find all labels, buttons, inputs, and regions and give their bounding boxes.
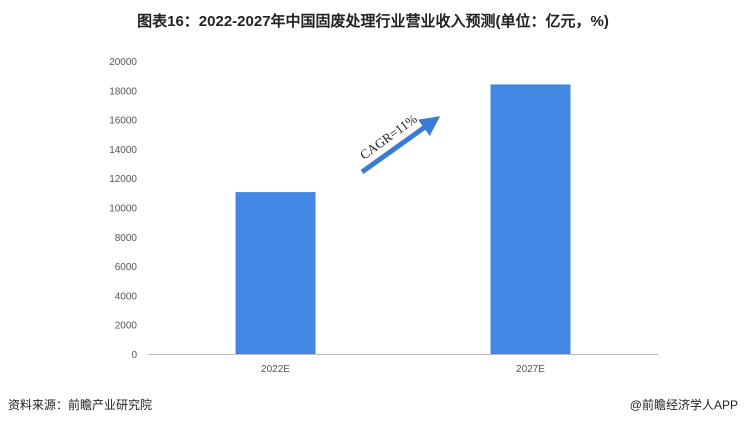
- brand-credit: @前瞻经济学人APP: [629, 398, 738, 412]
- x-tick-label: 2022E: [261, 364, 290, 375]
- y-tick-label: 0: [131, 350, 137, 361]
- y-tick-label: 18000: [109, 86, 137, 97]
- source-note: 资料来源：前瞻产业研究院: [8, 398, 153, 412]
- y-tick-label: 12000: [109, 174, 137, 185]
- y-tick-label: 20000: [109, 57, 137, 68]
- x-tick-label: 2027E: [516, 364, 545, 375]
- y-tick-label: 14000: [109, 145, 137, 156]
- cagr-arrow: [360, 116, 441, 175]
- y-tick-label: 6000: [115, 262, 138, 273]
- bar-2022E: [235, 192, 316, 354]
- y-tick-label: 10000: [109, 204, 137, 215]
- chart-title: 图表16：2022-2027年中国固废处理行业营业收入预测(单位：亿元，%): [137, 13, 609, 30]
- y-tick-label: 2000: [115, 321, 138, 332]
- bar-2027E: [490, 84, 571, 354]
- y-tick-label: 16000: [109, 116, 137, 127]
- y-tick-label: 8000: [115, 233, 138, 244]
- y-tick-label: 4000: [115, 291, 138, 302]
